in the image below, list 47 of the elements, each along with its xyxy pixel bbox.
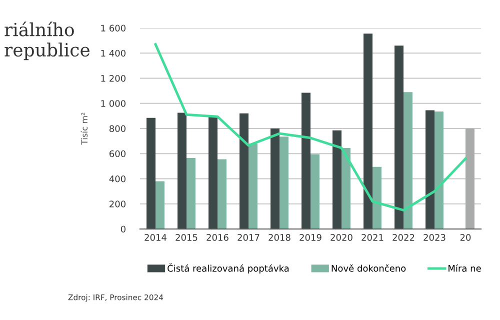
legend-label: Čistá realizovaná poptávka xyxy=(168,263,289,274)
bar xyxy=(178,112,186,229)
bar xyxy=(248,144,258,229)
bar xyxy=(404,92,412,229)
y-tick-label: 1 200 xyxy=(101,74,126,82)
x-tick-label: 2021 xyxy=(362,234,384,241)
y-tick-label: 600 xyxy=(110,150,126,158)
y-tick-label: 1 600 xyxy=(101,24,126,32)
bar xyxy=(434,112,444,229)
x-tick-label: 2018 xyxy=(268,234,290,241)
y-tick-label: 400 xyxy=(109,175,126,182)
y-tick-label: 800 xyxy=(109,125,126,132)
legend-label: Míra ne xyxy=(448,264,481,272)
bar xyxy=(426,110,434,229)
bar xyxy=(364,34,372,229)
x-tick-label: 2015 xyxy=(176,234,198,241)
line-series xyxy=(154,43,467,212)
bar xyxy=(332,130,342,229)
bar xyxy=(208,116,218,229)
x-tick-label: 2022 xyxy=(392,234,414,241)
x-tick-label: 2023 xyxy=(424,234,446,241)
x-tick-label: 20 xyxy=(460,234,471,241)
y-axis-title: Tisíc m² xyxy=(80,112,88,145)
x-tick-label: 2014 xyxy=(144,234,166,241)
y-tick-label: 1 000 xyxy=(101,100,126,107)
bar xyxy=(302,92,310,229)
chart-title: riálního republice xyxy=(4,22,90,60)
bar xyxy=(218,159,226,229)
x-tick-label: 2020 xyxy=(330,234,352,241)
legend-label: Nově dokončeno xyxy=(332,264,406,272)
x-tick-label: 2017 xyxy=(238,234,260,241)
bar xyxy=(280,136,288,229)
bar xyxy=(270,128,280,229)
bar xyxy=(186,158,196,229)
bar xyxy=(342,148,350,229)
y-tick-label: 200 xyxy=(110,200,126,208)
bar xyxy=(146,118,156,229)
bar xyxy=(156,181,164,229)
bar xyxy=(466,128,474,229)
y-tick-label: 0 xyxy=(120,226,126,233)
bar xyxy=(394,46,404,229)
y-tick-label: 1 400 xyxy=(101,50,126,57)
x-tick-label: 2016 xyxy=(206,234,228,241)
bar xyxy=(372,166,382,229)
bar xyxy=(240,113,248,229)
bar xyxy=(310,154,320,229)
x-tick-label: 2019 xyxy=(300,234,322,241)
